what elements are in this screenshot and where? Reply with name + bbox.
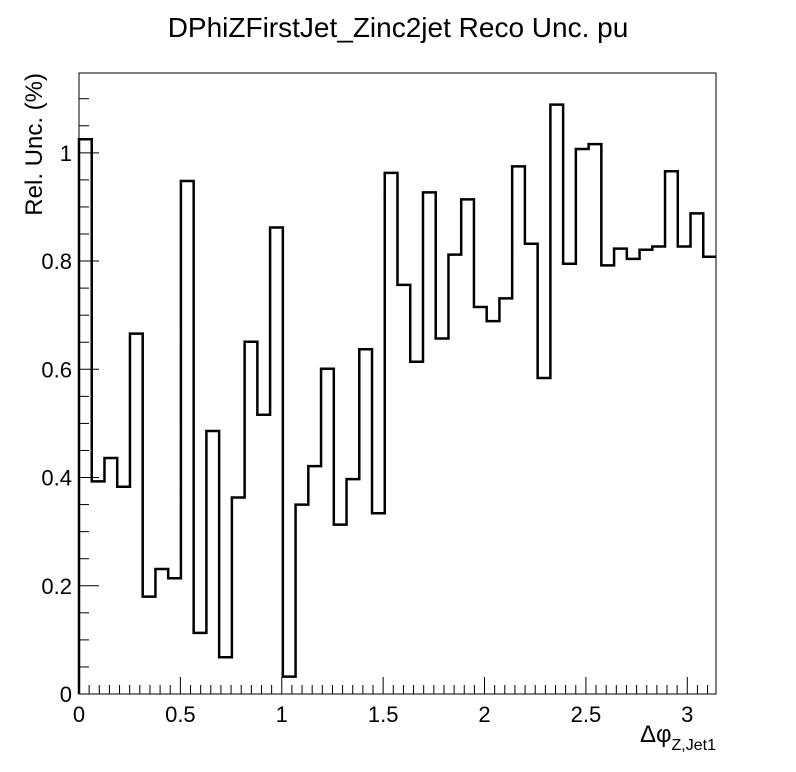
y-tick-label: 0.6 [41, 357, 72, 382]
x-tick-label: 2 [478, 702, 490, 727]
x-tick-label: 2.5 [571, 702, 602, 727]
x-axis-tick-labels: 0 0.5 1 1.5 2 2.5 3 [73, 702, 694, 727]
x-tick-label: 0 [73, 702, 85, 727]
y-tick-label: 1 [60, 141, 72, 166]
y-axis-label: Rel. Unc. (%) [21, 73, 48, 216]
x-axis-label-subscript: Z,Jet1 [672, 737, 717, 754]
x-tick-label: 1 [276, 702, 288, 727]
x-axis-label-main: Δφ [640, 721, 672, 748]
y-tick-label: 0.4 [41, 466, 72, 491]
y-tick-label: 0 [60, 682, 72, 707]
plot-frame [78, 72, 717, 695]
x-axis-ticks [78, 677, 709, 694]
y-axis-tick-labels: 0 0.2 0.4 0.6 0.8 1 [41, 141, 72, 707]
x-tick-label: 0.5 [165, 702, 196, 727]
histogram-step-line [77, 103, 716, 694]
x-tick-label: 1.5 [368, 702, 399, 727]
x-tick-label: 3 [681, 702, 693, 727]
y-tick-label: 0.8 [41, 249, 72, 274]
y-tick-label: 0.2 [41, 574, 72, 599]
y-axis-ticks [79, 98, 99, 695]
chart-title: DPhiZFirstJet_Zinc2jet Reco Unc. pu [168, 12, 629, 43]
x-axis-label: ΔφZ,Jet1 [640, 721, 716, 754]
